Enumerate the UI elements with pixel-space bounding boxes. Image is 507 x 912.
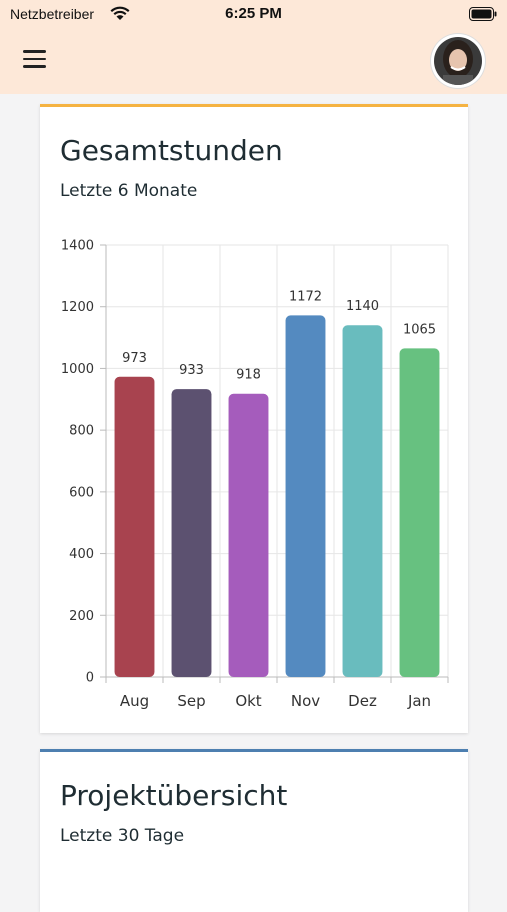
bar-jan: [399, 348, 440, 677]
battery-icon: [469, 7, 497, 21]
avatar-image: [434, 37, 482, 85]
y-tick-label: 1200: [61, 300, 94, 315]
y-tick-label: 800: [69, 424, 94, 439]
user-avatar[interactable]: [431, 34, 485, 88]
card-subtitle: Letzte 6 Monate: [60, 181, 198, 201]
data-label: 933: [179, 363, 204, 378]
data-label: 918: [236, 368, 261, 383]
card-title: Gesamtstunden: [60, 134, 283, 167]
bar-chart: 0 200 400 600 800 1000 1200 1400 973 Aug 933 Sep 918…: [61, 239, 449, 710]
x-tick-label: Dez: [348, 692, 377, 710]
y-tick-label: 0: [86, 671, 94, 686]
carrier-name: Netzbetreiber: [10, 6, 95, 22]
hamburger-menu-icon[interactable]: [23, 50, 47, 68]
y-tick-label: 1400: [61, 239, 94, 254]
bar-dez: [342, 325, 383, 677]
wifi-icon: [110, 6, 130, 20]
total-hours-card: Gesamtstunden Letzte 6 Monate 0 200 400 600…: [40, 104, 468, 733]
app-header: Netzbetreiber 6:25 PM: [0, 0, 507, 94]
project-overview-card: Projektübersicht Letzte 30 Tage: [40, 749, 468, 912]
y-tick-label: 600: [69, 485, 94, 500]
bar-aug: [114, 376, 155, 677]
y-tick-label: 400: [69, 547, 94, 562]
y-tick-label: 1000: [61, 362, 94, 377]
x-tick-label: Okt: [235, 692, 261, 710]
card-subtitle: Letzte 30 Tage: [60, 826, 185, 846]
status-bar: Netzbetreiber 6:25 PM: [0, 0, 507, 30]
y-tick-label: 200: [69, 609, 94, 624]
bar-okt: [228, 393, 269, 677]
x-tick-label: Sep: [177, 692, 205, 710]
data-label: 1140: [346, 299, 379, 314]
bar-nov: [285, 315, 326, 677]
data-label: 973: [122, 351, 147, 366]
x-tick-label: Nov: [291, 692, 320, 710]
data-label: 1065: [403, 322, 436, 337]
x-tick-label: Aug: [120, 692, 149, 710]
bar-sep: [171, 389, 212, 677]
card-title: Projektübersicht: [60, 779, 288, 812]
x-tick-label: Jan: [407, 692, 431, 710]
data-label: 1172: [289, 289, 322, 304]
